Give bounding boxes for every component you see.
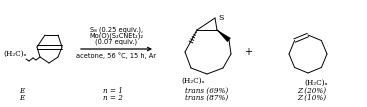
Text: n = 2: n = 2 (103, 94, 123, 102)
Text: +: + (244, 47, 252, 57)
Text: Z (10%): Z (10%) (297, 94, 327, 102)
Text: (H₂C)ₙ: (H₂C)ₙ (304, 79, 328, 87)
Text: (0.07 equiv.): (0.07 equiv.) (95, 38, 138, 45)
Text: acetone, 56 °C, 15 h, Ar: acetone, 56 °C, 15 h, Ar (76, 52, 156, 59)
Text: E: E (19, 94, 25, 102)
Text: trans (87%): trans (87%) (185, 94, 229, 102)
Text: n = 1: n = 1 (103, 87, 123, 95)
Text: S₈ (0.25 equiv.),: S₈ (0.25 equiv.), (90, 27, 143, 33)
Text: trans (69%): trans (69%) (185, 87, 229, 95)
Text: S: S (218, 14, 224, 22)
Polygon shape (217, 30, 230, 42)
Text: (H₂C)ₙ: (H₂C)ₙ (181, 77, 205, 85)
Text: Mo(O)(S₂CNEt₂)₂: Mo(O)(S₂CNEt₂)₂ (90, 33, 143, 39)
Text: Z (20%): Z (20%) (297, 87, 327, 95)
Text: E: E (19, 87, 25, 95)
Text: (H₂C)ₙ: (H₂C)ₙ (3, 50, 27, 58)
